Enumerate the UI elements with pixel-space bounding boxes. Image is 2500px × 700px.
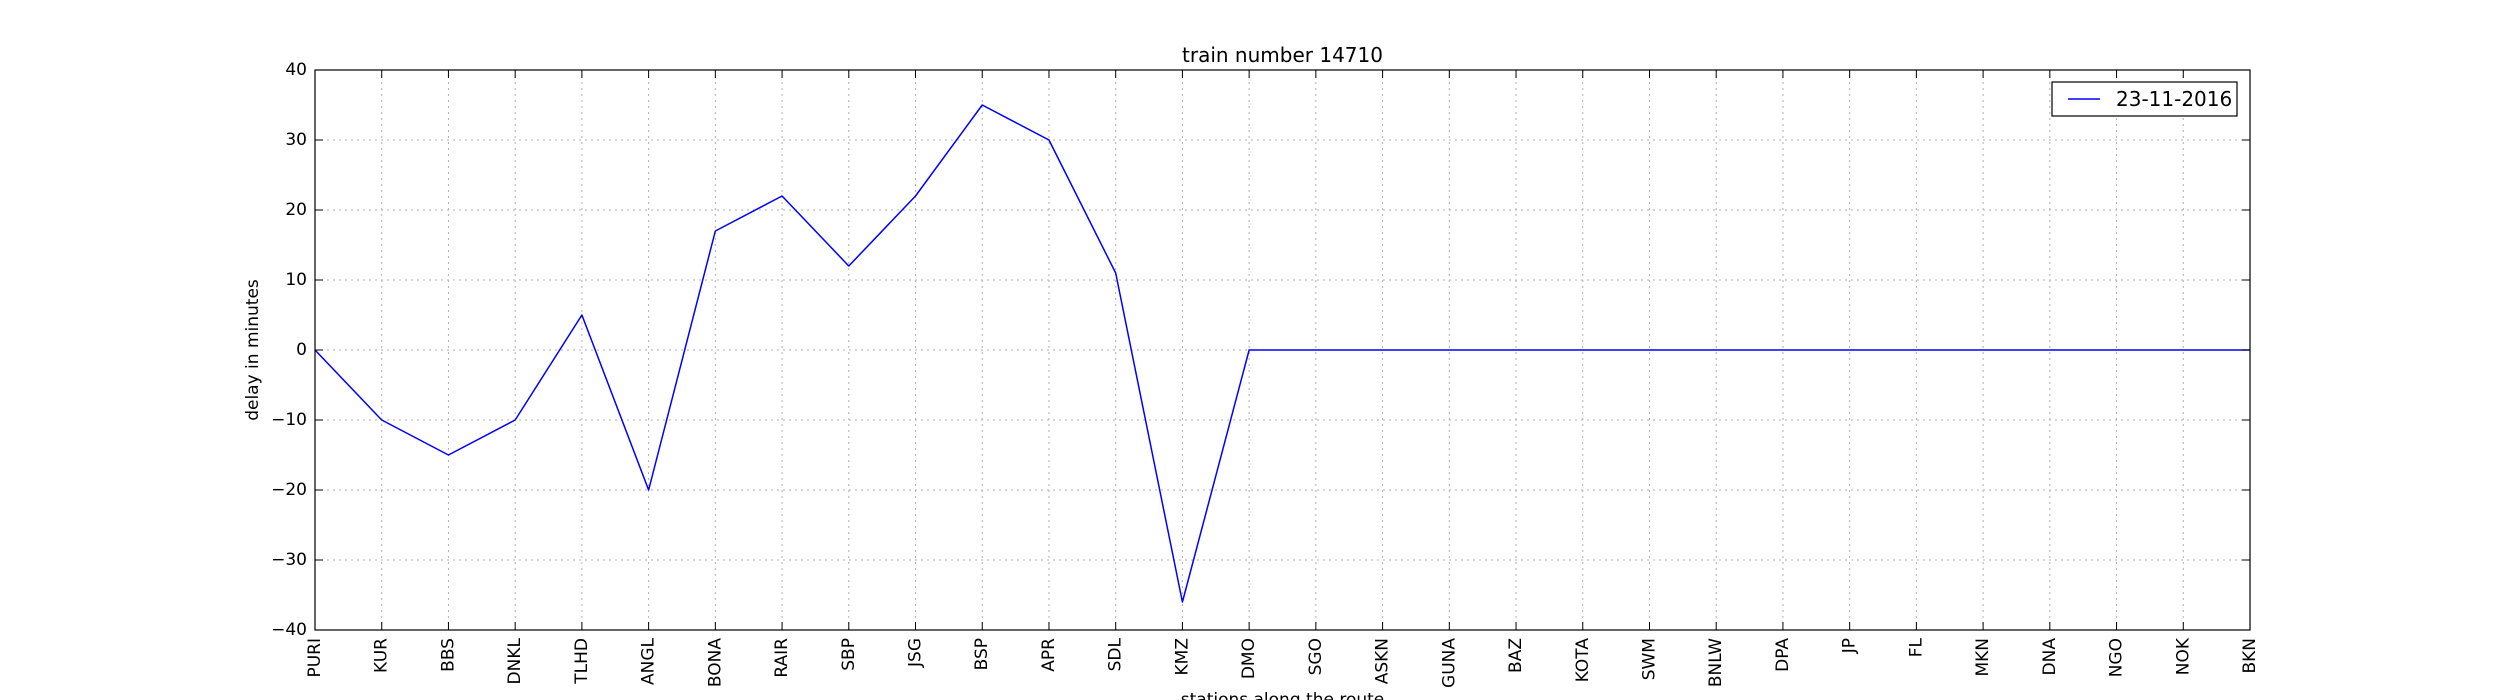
x-tick-label: DPA (1773, 638, 1793, 672)
x-tick-label: PURI (305, 638, 325, 678)
y-tick-label: 0 (296, 340, 307, 360)
x-tick-label: DNKL (505, 637, 525, 684)
series-line (314, 104, 2250, 603)
y-tick-label: −20 (271, 480, 307, 500)
y-tick-label: −30 (271, 550, 307, 570)
x-tick-label: DNA (2040, 638, 2060, 676)
x-tick-label: BNLW (1706, 638, 1726, 687)
x-tick-label: SDL (1106, 637, 1126, 671)
y-tick-labels: −40 −30 −20 −10 0 10 20 30 40 (271, 60, 307, 640)
y-axis-title: delay in minutes (243, 279, 263, 421)
x-tick-label: GUNA (1439, 638, 1459, 688)
series-layer (314, 104, 2250, 603)
x-tick-label: NGO (2107, 638, 2127, 677)
x-tick-label: APR (1039, 638, 1059, 672)
x-tick-label: NOK (2173, 637, 2193, 675)
y-tick-label: −10 (271, 410, 307, 430)
chart-title: train number 14710 (1182, 43, 1383, 67)
x-tick-label: JP (1840, 638, 1860, 654)
x-tick-label: RAIR (772, 638, 792, 678)
x-tick-label: SGO (1306, 638, 1326, 675)
x-tick-label: FL (1906, 637, 1926, 657)
legend: 23-11-2016 (2051, 81, 2238, 117)
x-tick-label: SBP (839, 638, 859, 671)
x-tick-label: KMZ (1172, 638, 1192, 675)
x-axis-title: stations along the route (1181, 690, 1385, 700)
x-tick-label: KUR (372, 638, 392, 673)
x-tick-label: ANGL (639, 637, 659, 685)
ticks (314, 69, 2251, 631)
x-tick-label: BONA (705, 638, 725, 687)
x-tick-label: DMO (1239, 638, 1259, 679)
x-tick-label: BSP (972, 638, 992, 670)
y-tick-label: 20 (285, 200, 307, 220)
y-tick-label: 40 (285, 60, 307, 80)
x-tick-labels: PURI KUR BBS DNKL TLHD ANGL BONA RAIR SBP JSG BSP A… (305, 637, 2260, 688)
y-tick-label: 10 (285, 270, 307, 290)
x-tick-label: MKN (1973, 638, 1993, 677)
x-tick-label: BBS (438, 638, 458, 672)
y-tick-label: 30 (285, 130, 307, 150)
x-tick-label: ASKN (1373, 638, 1393, 684)
legend-label: 23-11-2016 (2116, 87, 2232, 111)
y-tick-label: −40 (271, 620, 307, 640)
x-tick-label: KOTA (1573, 638, 1593, 683)
x-tick-label: BAZ (1506, 638, 1526, 673)
x-tick-label: TLHD (572, 638, 592, 685)
x-tick-label: BKN (2240, 638, 2260, 674)
x-tick-label: JSG (906, 638, 926, 668)
x-tick-label: SWM (1639, 638, 1659, 680)
